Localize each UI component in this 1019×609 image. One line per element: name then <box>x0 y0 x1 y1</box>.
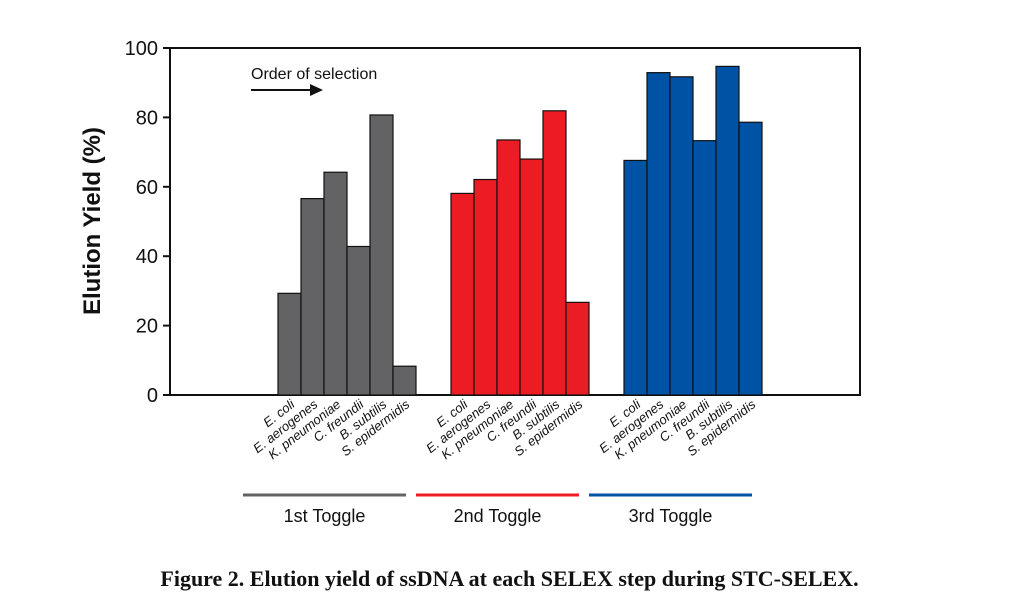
bar <box>450 192 475 396</box>
y-tick-label: 80 <box>136 107 158 129</box>
bar <box>323 171 348 396</box>
bar <box>715 65 740 396</box>
series-2 <box>450 110 590 396</box>
bar <box>392 365 417 396</box>
y-axis-label: Elution Yield (%) <box>79 127 106 315</box>
y-tick-label: 100 <box>125 38 158 60</box>
y-tick-label: 40 <box>136 246 158 268</box>
figure-caption: Figure 2. Elution yield of ssDNA at each… <box>160 566 859 591</box>
group-label: 1st Toggle <box>284 506 366 526</box>
bar <box>623 159 648 396</box>
series-3 <box>623 65 763 396</box>
bar <box>565 301 590 396</box>
series-1 <box>277 114 417 396</box>
bar <box>738 121 763 396</box>
bar <box>496 139 521 396</box>
order-annotation: Order of selection <box>251 66 377 83</box>
bar <box>300 197 325 396</box>
bar <box>692 140 717 396</box>
bar <box>646 72 671 396</box>
bar <box>346 245 371 396</box>
bar <box>669 76 694 396</box>
bar <box>473 178 498 396</box>
bar <box>542 110 567 396</box>
y-tick-label: 60 <box>136 177 158 199</box>
y-tick-label: 20 <box>136 316 158 338</box>
bar <box>519 158 544 396</box>
y-tick-label: 0 <box>147 385 158 407</box>
bar <box>369 114 394 396</box>
group-label: 3rd Toggle <box>629 506 713 526</box>
group-label: 2nd Toggle <box>454 506 542 526</box>
bar <box>277 292 302 396</box>
arrow-right-icon <box>251 84 323 96</box>
